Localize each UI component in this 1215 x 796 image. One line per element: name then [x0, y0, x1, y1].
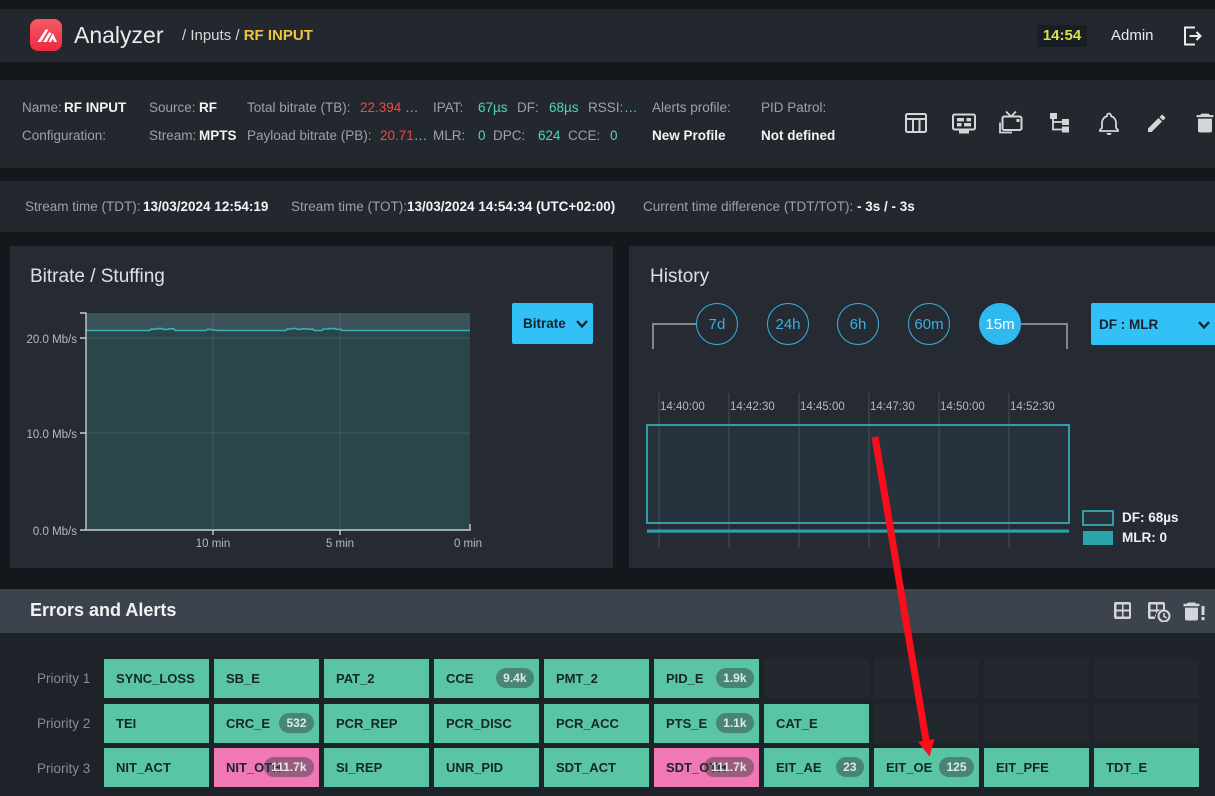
svg-text:5 min: 5 min [326, 538, 354, 550]
svg-text:10 min: 10 min [196, 538, 231, 550]
svg-text:14:45:00: 14:45:00 [800, 401, 845, 413]
svg-text:DF: 68µs: DF: 68µs [1122, 510, 1179, 525]
svg-text:MLR: 0: MLR: 0 [1122, 530, 1167, 545]
svg-text:14:40:00: 14:40:00 [660, 401, 705, 413]
svg-text:20.0 Mb/s: 20.0 Mb/s [27, 334, 78, 346]
svg-text:0 min: 0 min [454, 538, 482, 550]
svg-text:10.0 Mb/s: 10.0 Mb/s [27, 429, 78, 441]
svg-text:14:52:30: 14:52:30 [1010, 401, 1055, 413]
svg-text:14:50:00: 14:50:00 [940, 401, 985, 413]
svg-text:14:47:30: 14:47:30 [870, 401, 915, 413]
svg-text:14:42:30: 14:42:30 [730, 401, 775, 413]
svg-text:0.0 Mb/s: 0.0 Mb/s [33, 526, 77, 538]
